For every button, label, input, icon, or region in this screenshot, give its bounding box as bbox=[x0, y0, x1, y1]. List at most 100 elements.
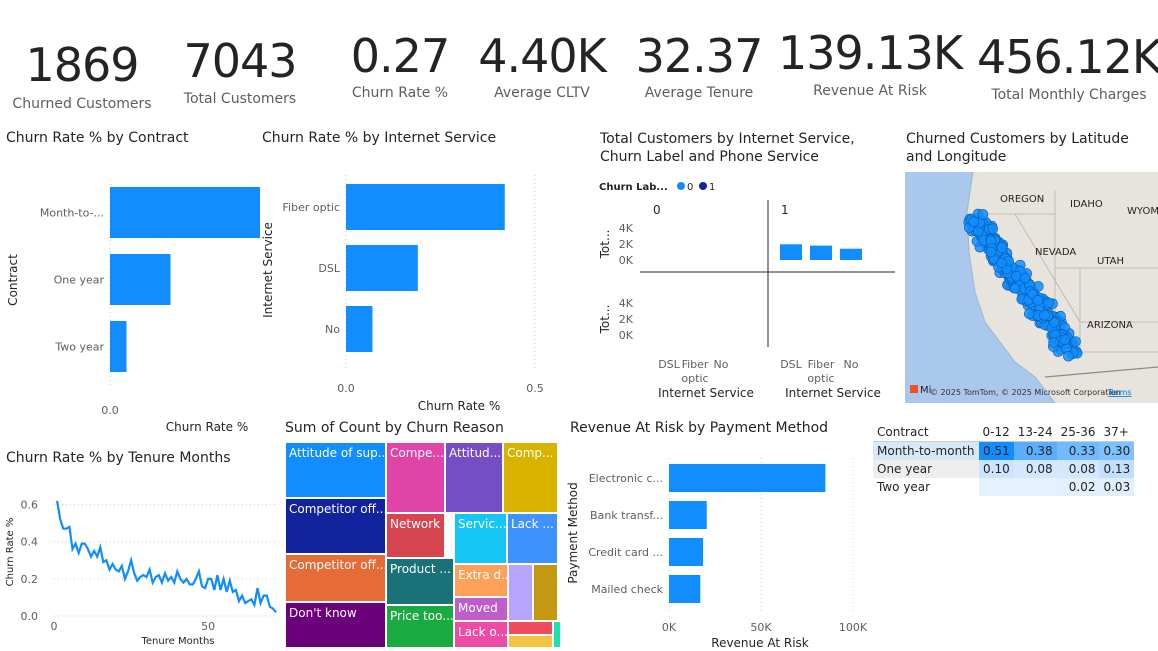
map-national-border bbox=[1044, 366, 1158, 378]
kpi-label-revenue-risk: Revenue At Risk bbox=[813, 83, 927, 99]
x-tick-label: DSL bbox=[780, 358, 802, 371]
treemap-cell[interactable]: Competitor off... bbox=[285, 498, 386, 554]
treemap-cell[interactable]: Servic... bbox=[454, 513, 507, 564]
payment-chart: Electronic c... Bank transf... Credit card… bbox=[566, 458, 868, 650]
map-point[interactable] bbox=[987, 223, 999, 235]
x-tick-label: 0.5 bbox=[526, 382, 544, 395]
x-tick-label: No bbox=[714, 358, 729, 371]
category-label: Electronic c... bbox=[589, 472, 663, 485]
kpi-label-churn-rate: Churn Rate % bbox=[351, 85, 449, 101]
map-point[interactable] bbox=[1070, 336, 1081, 347]
matrix-cell bbox=[1013, 478, 1057, 496]
internet-chart: Fiber optic DSL No 0.0 0.5 Churn Rate % Intern… bbox=[261, 175, 544, 413]
treemap-cell[interactable]: Comp... bbox=[503, 442, 558, 513]
map-point[interactable] bbox=[996, 257, 1007, 269]
matrix-col-header: 13-24 bbox=[1017, 425, 1053, 439]
treemap-cell[interactable]: Price too... bbox=[386, 605, 454, 648]
map-point[interactable] bbox=[1032, 295, 1043, 306]
legend-title: Churn Lab... bbox=[599, 182, 668, 193]
legend-label-0: 0 bbox=[687, 182, 693, 193]
map-point[interactable] bbox=[985, 246, 997, 258]
map-terms-link[interactable]: Terms bbox=[1107, 388, 1132, 397]
x-axis-title: Tenure Months bbox=[140, 636, 214, 647]
churn-map[interactable]: OREGON IDAHO WYOM NEVADA UTAH ARIZONA Mi… bbox=[905, 172, 1158, 403]
map-point[interactable] bbox=[977, 209, 989, 220]
bar bbox=[810, 245, 832, 260]
treemap-cell[interactable]: Competitor off... bbox=[285, 554, 386, 602]
matrix-row-label: One year bbox=[873, 460, 979, 478]
treemap-cell[interactable]: Compe... bbox=[386, 442, 445, 513]
map-title: Churned Customers by Latitude and Longit… bbox=[906, 131, 1129, 165]
map-point[interactable] bbox=[996, 242, 1008, 253]
kpi-value-total: 7043 bbox=[183, 34, 297, 88]
matrix-cell: 0.30 bbox=[1099, 441, 1135, 460]
map-point[interactable] bbox=[1011, 270, 1022, 282]
kpi-label-cltv: Average CLTV bbox=[494, 85, 590, 101]
chart-title-contract: Churn Rate % by Contract bbox=[6, 130, 189, 146]
treemap-cell[interactable] bbox=[533, 564, 558, 621]
treemap-cell[interactable] bbox=[508, 635, 553, 648]
category-label: Bank transf... bbox=[590, 509, 663, 522]
bar bbox=[346, 245, 418, 291]
map-state-nevada: NEVADA bbox=[1035, 247, 1076, 258]
matrix-col-header: 37+ bbox=[1103, 425, 1129, 439]
x-axis-title: Churn Rate % bbox=[166, 420, 248, 434]
treemap-cell[interactable]: Attitud... bbox=[445, 442, 503, 513]
matrix-row[interactable]: Two year 0.02 0.03 bbox=[873, 478, 1135, 496]
treemap-cell[interactable]: Attitude of sup... bbox=[285, 442, 386, 498]
treemap-cell[interactable] bbox=[508, 564, 533, 621]
legend-marker-0 bbox=[677, 182, 685, 190]
x-tick-label: 100K bbox=[839, 621, 868, 634]
map-state-oregon: OREGON bbox=[1000, 194, 1044, 205]
map-point[interactable] bbox=[1009, 283, 1021, 294]
map-point[interactable] bbox=[1043, 297, 1055, 309]
matrix-row[interactable]: One year 0.10 0.08 0.08 0.13 bbox=[873, 460, 1135, 478]
treemap-cell[interactable]: Extra d... bbox=[454, 564, 508, 597]
treemap-cell[interactable]: Don't know bbox=[285, 602, 386, 648]
line-series bbox=[56, 500, 277, 614]
map-point[interactable] bbox=[1024, 308, 1035, 319]
treemap-cell[interactable] bbox=[553, 621, 561, 648]
map-point[interactable] bbox=[1048, 337, 1059, 348]
x-tick-label: No bbox=[844, 358, 859, 371]
map-state-wyoming: WYOM bbox=[1127, 206, 1158, 217]
chart-title-tenure: Churn Rate % by Tenure Months bbox=[6, 450, 231, 466]
legend-label-1: 1 bbox=[709, 182, 715, 193]
x-tick-label: 0 bbox=[51, 620, 58, 633]
chart-title-small-multiples: Total Customers by Internet Service, Chu… bbox=[600, 131, 855, 165]
chart-title-treemap: Sum of Count by Churn Reason bbox=[285, 420, 504, 436]
bar bbox=[669, 501, 707, 529]
bar bbox=[669, 575, 701, 603]
x-tick-label: Fiber bbox=[808, 358, 835, 371]
x-tick-label: 0.0 bbox=[101, 404, 119, 417]
y-axis-title: Tot... bbox=[598, 305, 612, 335]
treemap-cell[interactable]: Lack ... bbox=[507, 513, 558, 564]
map-point[interactable] bbox=[968, 216, 980, 228]
y-tick-label: 2K bbox=[619, 313, 634, 326]
map-point[interactable] bbox=[1059, 334, 1071, 345]
x-axis-title: Internet Service bbox=[785, 386, 881, 400]
kpi-label-total: Total Customers bbox=[183, 91, 297, 107]
map-attribution: © 2025 TomTom, © 2025 Microsoft Corporat… bbox=[930, 388, 1121, 397]
y-tick-label: 0K bbox=[619, 329, 634, 342]
category-label: DSL bbox=[318, 262, 340, 275]
microsoft-logo bbox=[910, 385, 918, 393]
treemap-cell[interactable]: Product ... bbox=[386, 558, 454, 605]
map-point[interactable] bbox=[1019, 272, 1031, 284]
matrix-cell: 0.33 bbox=[1056, 441, 1100, 460]
y-axis-title: Payment Method bbox=[566, 482, 580, 583]
treemap-cell[interactable]: Lack o... bbox=[454, 621, 508, 648]
kpi-value-revenue-risk: 139.13K bbox=[777, 26, 963, 80]
matrix-row[interactable]: Month-to-month 0.51 0.38 0.33 0.30 bbox=[873, 441, 1135, 460]
map-point[interactable] bbox=[1063, 350, 1074, 362]
y-tick-label: 4K bbox=[619, 222, 634, 235]
treemap-cell[interactable]: Network ... bbox=[386, 513, 445, 558]
bar bbox=[669, 538, 704, 566]
map-state-arizona: ARIZONA bbox=[1087, 320, 1133, 331]
treemap-cell[interactable]: Moved bbox=[454, 597, 508, 621]
treemap-cell[interactable] bbox=[508, 621, 553, 635]
tenure-chart: 0.0 0.2 0.4 0.6 0 50 Tenure Months Churn Rate % bbox=[5, 499, 277, 647]
x-tick-label: optic bbox=[807, 372, 834, 385]
map-point[interactable] bbox=[1039, 309, 1050, 321]
map-points bbox=[963, 208, 1083, 362]
